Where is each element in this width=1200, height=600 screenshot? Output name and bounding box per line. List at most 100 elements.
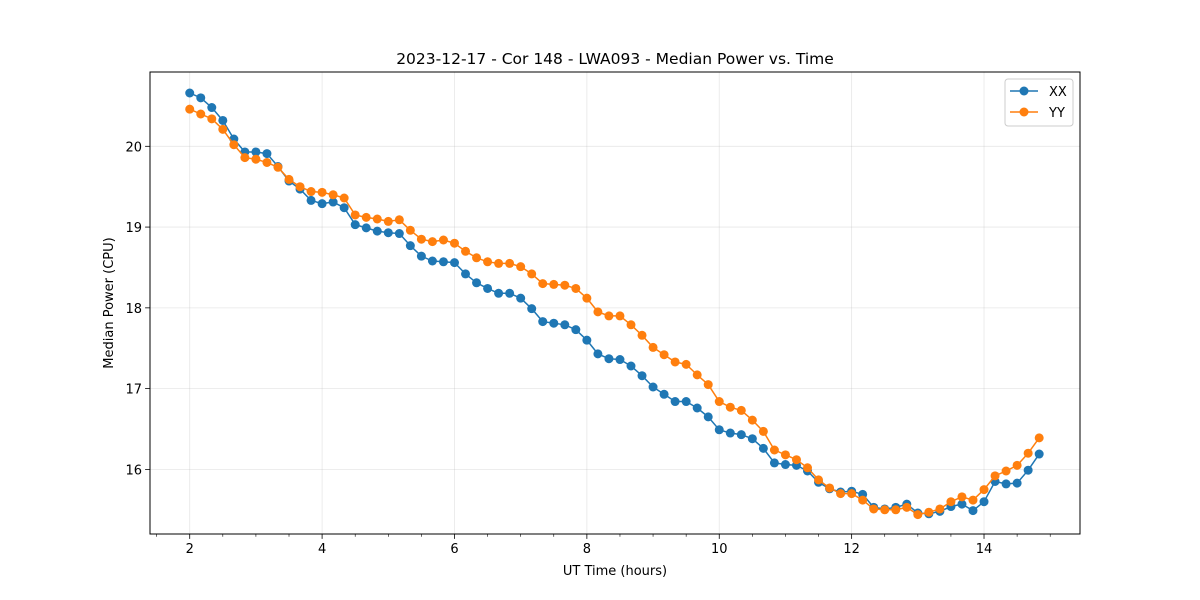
x-tick-label: 12 — [843, 542, 860, 557]
legend-label-yy: YY — [1048, 106, 1065, 121]
x-tick-label: 10 — [711, 542, 728, 557]
data-point-xx — [725, 428, 735, 438]
data-point-yy — [328, 190, 338, 200]
y-tick-label: 18 — [125, 302, 142, 317]
data-point-yy — [494, 258, 504, 268]
data-point-yy — [935, 504, 945, 514]
data-point-xx — [438, 257, 448, 267]
x-tick-label: 6 — [450, 542, 458, 557]
data-point-xx — [350, 220, 360, 230]
data-point-xx — [218, 115, 228, 125]
y-axis-label: Median Power (CPU) — [102, 237, 117, 368]
data-point-xx — [538, 317, 548, 327]
data-point-xx — [648, 382, 658, 392]
data-point-xx — [262, 149, 272, 159]
data-point-xx — [505, 288, 515, 298]
data-point-yy — [957, 492, 967, 502]
data-point-xx — [405, 241, 415, 251]
data-point-yy — [648, 342, 658, 352]
data-point-xx — [626, 361, 636, 371]
data-point-xx — [1023, 465, 1033, 475]
data-point-yy — [284, 174, 294, 184]
data-point-xx — [372, 226, 382, 236]
data-point-xx — [1012, 478, 1022, 488]
data-point-xx — [714, 425, 724, 435]
legend: XX YY — [1004, 78, 1074, 127]
data-point-yy — [747, 415, 757, 425]
data-point-yy — [990, 471, 1000, 481]
data-point-yy — [692, 370, 702, 380]
data-point-xx — [560, 320, 570, 330]
data-point-yy — [405, 225, 415, 235]
data-point-yy — [196, 109, 206, 119]
data-point-xx — [979, 497, 989, 507]
x-axis-label: UT Time (hours) — [563, 564, 667, 579]
data-point-yy — [714, 397, 724, 407]
data-point-yy — [968, 495, 978, 505]
data-point-yy — [1012, 460, 1022, 470]
data-point-yy — [858, 495, 868, 505]
data-point-yy — [229, 140, 239, 150]
data-point-yy — [527, 269, 537, 279]
data-point-yy — [979, 485, 989, 495]
data-point-yy — [317, 187, 327, 197]
data-point-xx — [968, 506, 978, 516]
data-point-xx — [692, 403, 702, 413]
data-point-xx — [461, 269, 471, 279]
data-point-xx — [747, 434, 757, 444]
data-point-yy — [913, 510, 923, 520]
data-point-yy — [825, 483, 835, 493]
data-point-yy — [626, 320, 636, 330]
data-point-yy — [240, 153, 250, 163]
data-point-yy — [681, 359, 691, 369]
plot-frame — [149, 71, 1081, 535]
data-point-yy — [670, 357, 680, 367]
data-point-yy — [549, 279, 559, 289]
data-point-yy — [891, 505, 901, 515]
data-point-xx — [516, 293, 526, 303]
data-point-xx — [681, 397, 691, 407]
data-point-yy — [560, 280, 570, 290]
data-point-xx — [957, 499, 967, 509]
series-layer — [185, 88, 1044, 520]
data-point-xx — [207, 103, 217, 113]
data-point-yy — [703, 380, 713, 390]
grid — [150, 72, 1080, 534]
chart-title: 2023-12-17 - Cor 148 - LWA093 - Median P… — [396, 50, 834, 68]
data-point-yy — [207, 114, 217, 124]
data-point-yy — [218, 124, 228, 134]
x-tick-label: 8 — [583, 542, 591, 557]
data-point-yy — [472, 253, 482, 263]
data-point-yy — [803, 463, 813, 473]
data-point-xx — [780, 460, 790, 470]
data-point-yy — [262, 157, 272, 167]
y-tick-label: 16 — [125, 463, 142, 478]
data-point-yy — [791, 455, 801, 465]
data-point-yy — [836, 489, 846, 499]
data-point-xx — [736, 430, 746, 440]
data-point-yy — [394, 215, 404, 225]
data-point-yy — [780, 450, 790, 460]
data-point-yy — [615, 311, 625, 321]
data-point-yy — [449, 238, 459, 248]
data-point-yy — [505, 258, 515, 268]
legend-marker-yy — [1019, 107, 1029, 117]
data-point-yy — [306, 187, 316, 197]
data-point-yy — [869, 504, 879, 514]
data-point-xx — [185, 88, 195, 98]
data-point-xx — [758, 443, 768, 453]
legend-marker-xx — [1019, 86, 1029, 96]
data-point-xx — [593, 349, 603, 359]
data-point-yy — [361, 212, 371, 222]
data-point-xx — [472, 278, 482, 288]
data-point-yy — [847, 489, 857, 499]
data-point-yy — [1023, 448, 1033, 458]
data-point-xx — [670, 397, 680, 407]
axis-ticks: 2 4 6 8 10 12 14 16 17 18 19 20 — [125, 140, 1051, 557]
data-point-yy — [427, 237, 437, 247]
data-point-xx — [769, 458, 779, 468]
data-point-yy — [571, 283, 581, 293]
data-point-yy — [582, 293, 592, 303]
data-point-yy — [416, 234, 426, 244]
